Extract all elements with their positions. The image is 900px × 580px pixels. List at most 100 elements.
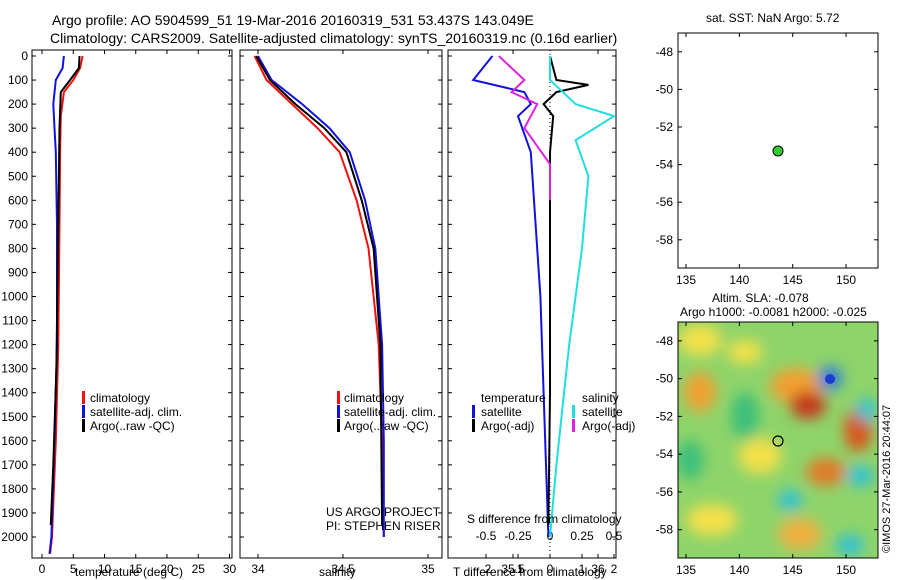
depth-tick-label: 1700 [1,458,28,472]
x-tick-label: 20 [160,562,174,576]
map-y-tick-label: -48 [656,45,674,59]
map-y-tick-label: -52 [656,409,674,423]
map-y-tick-label: -48 [656,334,674,348]
legend-swatch-climatology [337,391,340,404]
x-tick-label: 25 [192,562,206,576]
sla-heatmap [678,322,878,558]
depth-tick-label: 300 [8,121,28,135]
series-line-climatology [253,55,385,538]
salinity-lines [253,55,385,538]
series-line-temperature-argo-adj- [542,55,589,526]
map-x-tick-label: 145 [783,563,803,577]
series-line-argo-raw-qc- [255,55,384,526]
legend-swatch-argo [337,419,340,432]
depth-tick-label: 2000 [1,530,28,544]
salinity-panel: 34 34.5 35 35.5 36 salinity climatology sate… [239,49,605,579]
temperature-axes-frame [31,49,233,559]
sla-blob [684,372,716,412]
legend-label-temp-satellite: satellite [481,405,522,419]
legend-swatch-temp-argo [472,419,475,432]
temperature-legend: climatology satellite-adj. clim. Argo(..… [82,391,182,433]
legend-label-satellite: satellite-adj. clim. [344,405,436,419]
depth-tick-label: 0 [21,49,28,63]
difference-legend: temperature satellite Argo(-adj) salinit… [472,391,635,433]
x-tick-label: 34.5 [331,562,355,576]
map-y-tick-label: -58 [656,523,674,537]
legend-salinity-title: salinity [582,391,619,405]
sla-blob [778,518,822,550]
x-tick-label-t: -1 [513,562,524,576]
series-line-satellite-adj-clim- [257,55,385,537]
sla-blob [778,490,802,510]
map-x-tick-label: 135 [676,563,696,577]
depth-tick-label: 100 [8,73,28,87]
sla-blob [738,438,782,474]
depth-tick-label: 1400 [1,386,28,400]
x-tick-label: 34 [251,562,265,576]
x-tick-label-t: 0 [547,562,554,576]
x-tick-label: 15 [129,562,143,576]
depth-tick-label: 1200 [1,338,28,352]
map-x-tick-label: 150 [836,563,856,577]
series-line-argo-raw-qc- [49,55,81,526]
difference-x-axis: -2 -1 0 1 2-0.5 -0.25 0 0.25 0.5 [476,529,623,576]
x-tick-label: 30 [223,562,237,576]
imos-stamp: ©IMOS 27-Mar-2016 20:44:07 [881,405,893,553]
map-y-tick-label: -54 [656,158,674,172]
temperature-lines [48,55,84,554]
sst-map-axes: 135 140 145 150 -48 -50 -52 -54 -56 -58 [656,33,878,287]
legend-label-temp-argo: Argo(-adj) [481,419,534,433]
map-x-tick-label: 140 [729,273,749,287]
depth-tick-label: 900 [8,265,28,279]
map-y-tick-label: -52 [656,120,674,134]
salinity-depth-ticks [240,55,442,538]
depth-tick-label: 1100 [2,314,28,328]
map-x-tick-label: 135 [676,273,696,287]
legend-label-climatology: climatology [90,391,150,405]
map-x-tick-label: 140 [729,563,749,577]
depth-tick-label: 400 [8,145,28,159]
difference-lines [471,55,616,538]
legend-temperature-title: temperature [481,391,546,405]
depth-tick-label: 800 [8,241,28,255]
sst-map-panel: sat. SST: NaN Argo: 5.72 135 140 145 150 -48… [656,11,879,287]
map-x-tick-label: 150 [836,273,856,287]
temperature-panel: 0100200300400500600700800900100011001200… [1,49,236,579]
sla-map-title2: Argo h1000: -0.0081 h2000: -0.025 [680,305,867,319]
header-line1: Argo profile: AO 5904599_51 19-Mar-2016 … [52,12,534,28]
salinity-x-axis: 34 34.5 35 35.5 36 [251,50,605,576]
legend-label-climatology: climatology [344,391,404,405]
x-tick-label: 35 [421,562,435,576]
depth-tick-label: 1500 [1,410,28,424]
depth-axis: 0 100 200 300 400 500 600 700 800 900 1000 1100 1200… [1,49,232,544]
sla-blob [856,398,876,422]
salinity-legend: climatology satellite-adj. clim. Argo(..… [337,391,436,433]
legend-swatch-satellite [82,405,85,418]
project-line1: US ARGO PROJECT [326,505,441,519]
temperature-x-axis: 0 5 10 15 20 25 30 [39,50,237,576]
sla-eddy-core [825,374,835,384]
x-tick-label-s: 0.25 [570,529,594,543]
x-tick-label-t: 1 [579,562,586,576]
x-tick-label-s: 0.5 [606,529,623,543]
depth-tick-label: 1300 [1,362,28,376]
sla-blob [846,466,874,486]
legend-swatch-climatology [82,391,85,404]
x-tick-label: 35.5 [501,562,525,576]
map-y-tick-label: -56 [656,195,674,209]
depth-tick-label: 1000 [1,290,28,304]
legend-swatch-argo [82,419,85,432]
legend-label-sal-argo: Argo(-adj) [582,419,635,433]
x-tick-label: 36 [591,562,605,576]
x-tick-label: 0 [39,562,46,576]
legend-swatch-sal-satellite [572,405,575,418]
s-difference-label: S difference from climatology [467,512,622,526]
t-difference-xlabel: T difference from climatology [453,565,607,579]
sla-blob [727,340,763,364]
sst-map-title: sat. SST: NaN Argo: 5.72 [706,11,840,25]
x-tick-label-t: -2 [481,562,492,576]
depth-tick-label: 500 [8,169,28,183]
depth-tick-label: 1600 [1,434,28,448]
sla-map-panel: Altim. SLA: -0.078 Argo h1000: -0.0081 h… [656,291,879,577]
